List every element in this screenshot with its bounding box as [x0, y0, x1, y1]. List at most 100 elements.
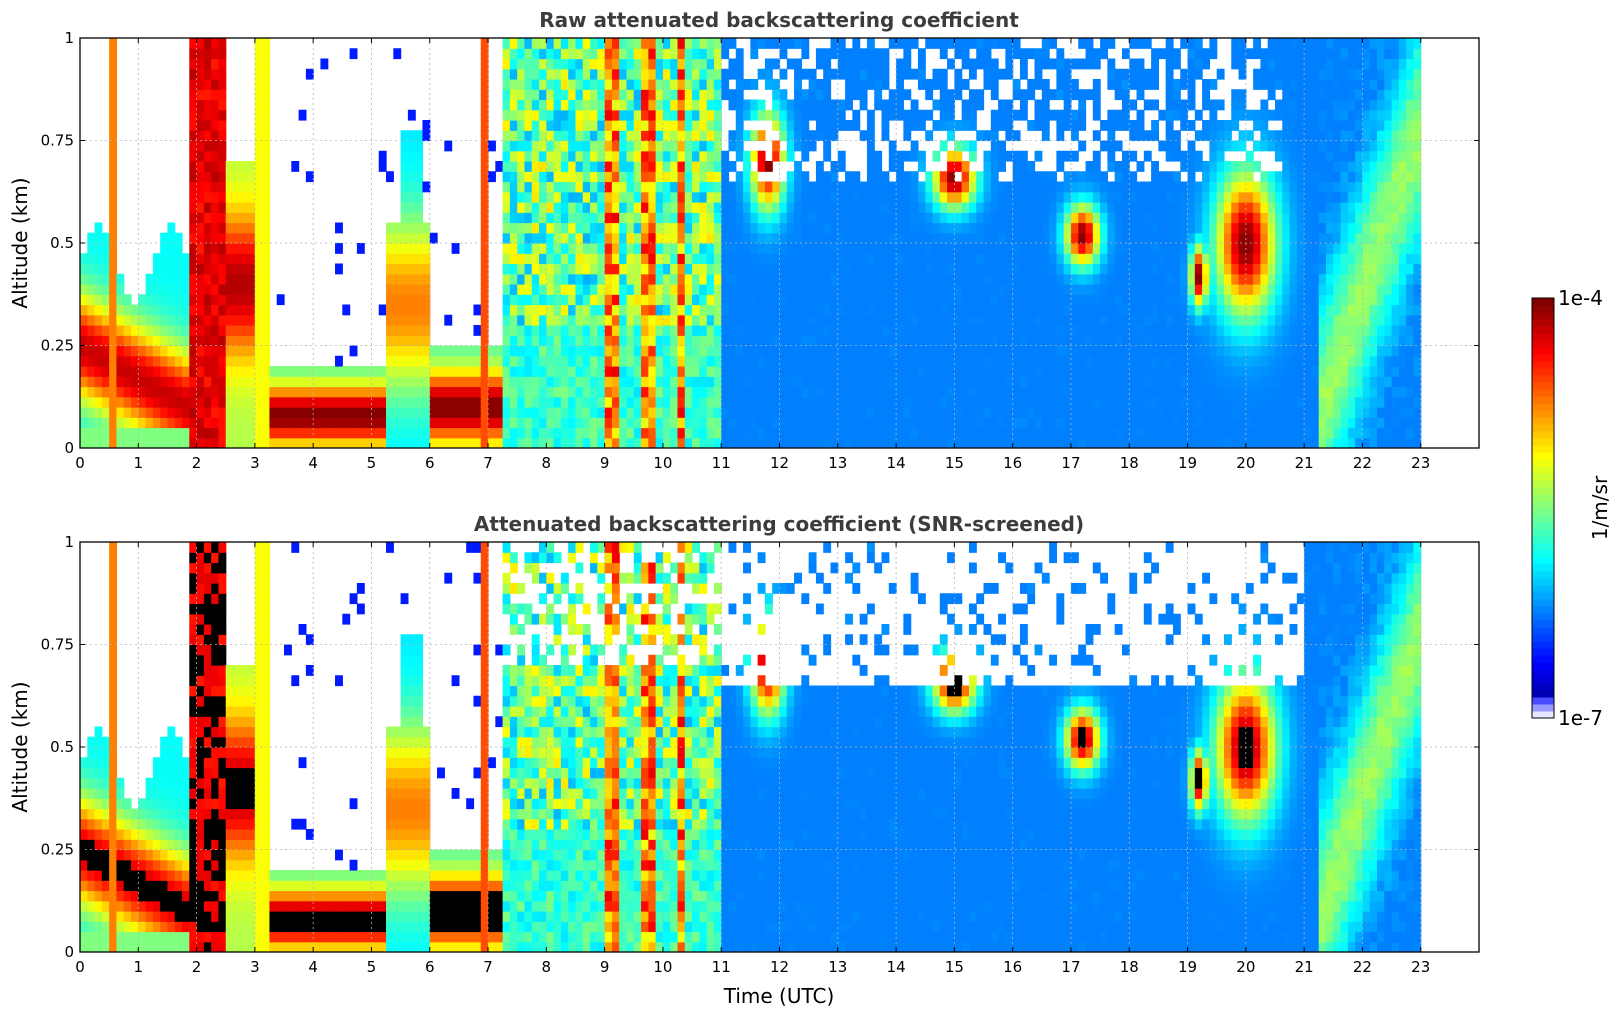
- heatmap-cell: [1012, 232, 1021, 244]
- heatmap-cell: [451, 243, 460, 254]
- heatmap-cell: [677, 191, 686, 203]
- heatmap-cell: [211, 99, 220, 111]
- heatmap-cell: [677, 161, 686, 172]
- heatmap-cell: [575, 355, 584, 367]
- heatmap-cell: [429, 366, 438, 377]
- heatmap-cell: [131, 417, 139, 429]
- heatmap-cell: [1260, 120, 1269, 131]
- heatmap-cell: [437, 407, 445, 418]
- heatmap-cell: [203, 345, 212, 357]
- heatmap-cell: [925, 417, 934, 429]
- heatmap-cell: [779, 376, 788, 388]
- heatmap-cell: [1100, 335, 1108, 347]
- heatmap-cell: [386, 314, 394, 326]
- heatmap-cell: [1172, 140, 1181, 152]
- heatmap-cell: [189, 232, 198, 244]
- heatmap-cell: [400, 427, 409, 439]
- heatmap-cell: [225, 243, 234, 254]
- heatmap-cell: [305, 417, 314, 429]
- heatmap-cell: [480, 222, 489, 234]
- heatmap-cell: [852, 355, 861, 367]
- heatmap-cell: [247, 345, 256, 357]
- heatmap-cell: [611, 130, 620, 142]
- heatmap-cell: [619, 48, 628, 60]
- heatmap-cell: [1092, 396, 1101, 408]
- heatmap-cell: [116, 325, 125, 336]
- heatmap-cell: [896, 99, 904, 111]
- heatmap-cell: [830, 417, 839, 429]
- heatmap-cell: [546, 376, 555, 388]
- heatmap-cell: [641, 109, 649, 121]
- heatmap-cell: [764, 314, 773, 326]
- heatmap-cell: [932, 79, 941, 90]
- heatmap-cell: [531, 89, 540, 101]
- heatmap-cell: [830, 273, 839, 285]
- heatmap-cell: [903, 284, 912, 295]
- heatmap-cell: [407, 335, 416, 347]
- heatmap-cell: [123, 335, 132, 347]
- heatmap-cell: [779, 427, 788, 439]
- heatmap-cell: [356, 376, 365, 388]
- heatmap-cell: [706, 130, 715, 142]
- heatmap-cell: [706, 222, 715, 234]
- heatmap-cell: [801, 335, 810, 347]
- heatmap-cell: [189, 89, 198, 101]
- heatmap-cell: [619, 345, 628, 357]
- heatmap-cell: [852, 191, 861, 203]
- heatmap-cell: [87, 437, 96, 448]
- heatmap-cell: [983, 355, 992, 367]
- heatmap-cell: [1209, 181, 1218, 193]
- heatmap-cell: [415, 191, 424, 203]
- heatmap-cell: [713, 294, 722, 306]
- heatmap-cell: [597, 355, 606, 367]
- heatmap-cell: [684, 325, 693, 336]
- heatmap-cell: [1114, 345, 1123, 357]
- heatmap-cell: [815, 325, 824, 336]
- heatmap-cell: [852, 386, 861, 398]
- heatmap-cell: [633, 150, 642, 162]
- heatmap-cell: [87, 253, 96, 265]
- heatmap-cell: [167, 325, 176, 336]
- heatmap-cell: [327, 437, 336, 448]
- heatmap-cell: [954, 253, 963, 265]
- heatmap-cell: [1238, 243, 1247, 254]
- heatmap-cell: [575, 130, 584, 142]
- heatmap-cell: [1078, 181, 1087, 193]
- heatmap-cell: [801, 366, 810, 377]
- heatmap-cell: [247, 304, 256, 316]
- heatmap-cell: [1187, 263, 1196, 275]
- heatmap-cell: [211, 243, 220, 254]
- heatmap-cell: [655, 191, 664, 203]
- heatmap-cell: [633, 171, 642, 183]
- heatmap-cell: [582, 212, 591, 224]
- heatmap-cell: [713, 140, 722, 152]
- heatmap-cell: [917, 212, 926, 224]
- heatmap-cell: [502, 294, 511, 306]
- heatmap-cell: [692, 130, 700, 142]
- heatmap-cell: [1151, 284, 1159, 295]
- heatmap-cell: [502, 109, 511, 121]
- heatmap-cell: [1034, 58, 1043, 70]
- heatmap-cell: [568, 38, 577, 49]
- heatmap-cell: [925, 130, 934, 142]
- heatmap-cell: [954, 68, 963, 80]
- heatmap-cell: [575, 48, 584, 60]
- heatmap-cell: [1231, 99, 1240, 111]
- heatmap-cell: [633, 345, 642, 357]
- heatmap-cell: [939, 68, 948, 80]
- heatmap-cell: [939, 181, 948, 193]
- heatmap-cell: [335, 366, 343, 377]
- heatmap-cell: [1005, 366, 1014, 377]
- heatmap-cell: [80, 396, 88, 408]
- heatmap-cell: [560, 120, 569, 131]
- heatmap-cell: [633, 355, 642, 367]
- heatmap-cell: [925, 314, 934, 326]
- heatmap-cell: [633, 407, 642, 418]
- heatmap-cell: [138, 396, 147, 408]
- heatmap-cell: [626, 273, 635, 285]
- heatmap-cell: [641, 191, 649, 203]
- heatmap-cell: [131, 335, 139, 347]
- heatmap-cell: [881, 284, 890, 295]
- heatmap-cell: [874, 325, 883, 336]
- heatmap-cell: [1216, 222, 1225, 234]
